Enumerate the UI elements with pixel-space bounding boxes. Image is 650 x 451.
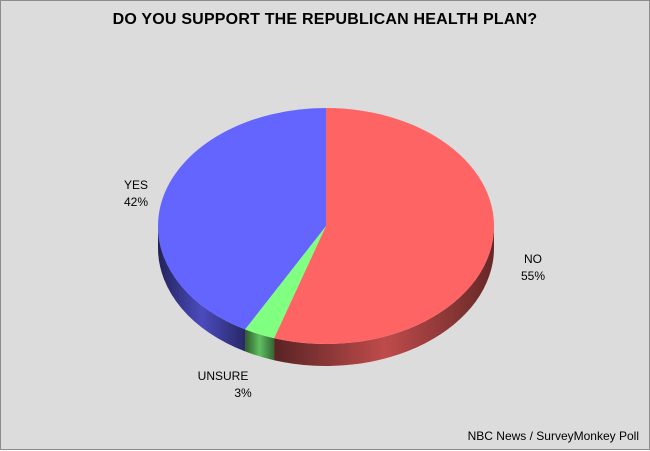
- slice-yes: [157, 108, 326, 330]
- slice-unsure: [245, 226, 326, 339]
- slice-label-unsure: UNSURE: [198, 369, 249, 383]
- slice-value-yes: 42%: [124, 195, 148, 209]
- slice-side-yes: [158, 226, 246, 352]
- slice-value-unsure: 3%: [234, 386, 252, 400]
- source-note: NBC News / SurveyMonkey Poll: [467, 429, 639, 443]
- slice-value-no: 55%: [521, 269, 545, 283]
- pie-tops: [157, 108, 494, 344]
- slice-side-no: [274, 226, 494, 366]
- slice-side-unsure: [245, 329, 275, 361]
- slice-no: [274, 108, 494, 344]
- slice-label-yes: YES: [124, 178, 148, 192]
- chart-title: DO YOU SUPPORT THE REPUBLICAN HEALTH PLA…: [112, 11, 538, 28]
- pie-sides: [158, 226, 494, 366]
- slice-label-no: NO: [524, 252, 542, 266]
